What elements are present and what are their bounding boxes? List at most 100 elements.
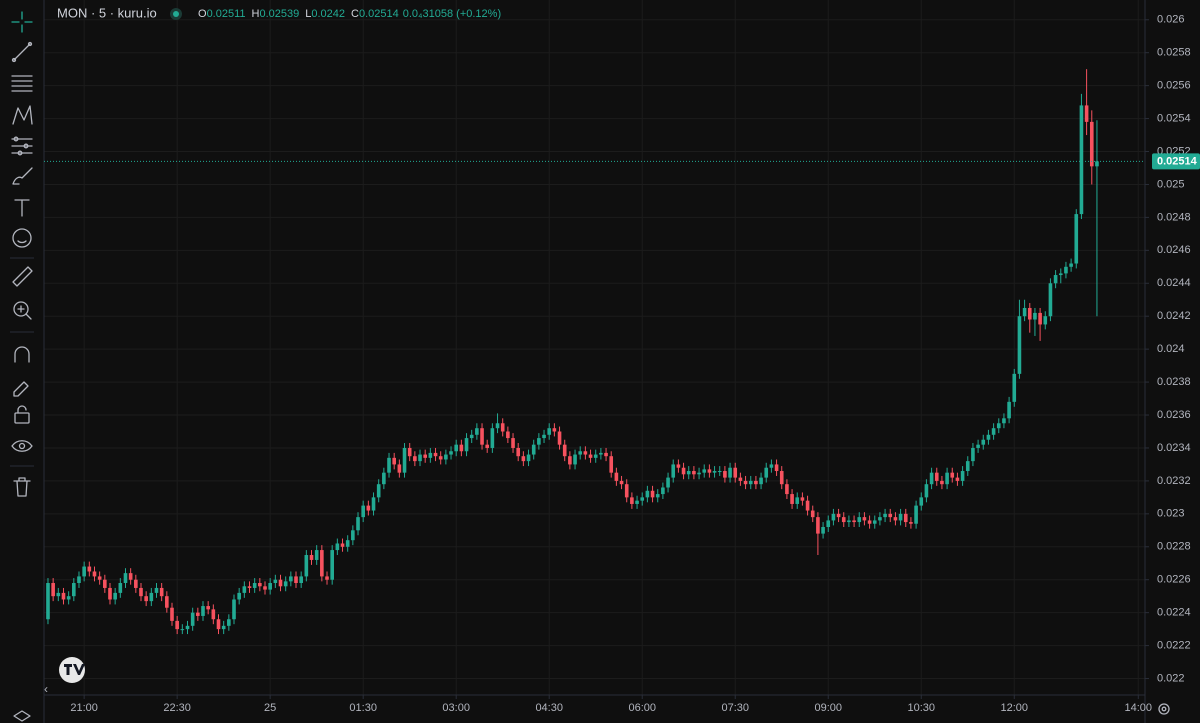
- candle-body: [1027, 307, 1032, 320]
- settings-button[interactable]: [1158, 703, 1170, 715]
- candle-body: [1058, 273, 1063, 276]
- candle-body: [1053, 275, 1058, 284]
- magnet-tool[interactable]: [14, 346, 30, 363]
- candle-body: [97, 576, 102, 580]
- candle-body: [325, 576, 329, 580]
- scroll-left[interactable]: ‹: [44, 682, 48, 696]
- fib-tool[interactable]: [11, 75, 33, 92]
- candle-body: [1043, 316, 1048, 325]
- toolbar-toggle[interactable]: [13, 710, 31, 722]
- candle-body: [531, 444, 536, 455]
- candle-body: [971, 447, 975, 462]
- candle-body: [190, 612, 195, 626]
- candle-body: [568, 456, 572, 465]
- lock-tool[interactable]: [14, 405, 30, 424]
- crosshair-tool[interactable]: [11, 11, 33, 33]
- candle-body: [521, 456, 526, 462]
- candle-body: [599, 452, 603, 455]
- candle-body: [397, 464, 402, 473]
- candle-body: [144, 596, 148, 602]
- candle-body: [170, 607, 174, 621]
- candle-body: [387, 457, 391, 473]
- candle-body: [51, 583, 55, 597]
- candle-body: [635, 500, 639, 504]
- candle-body: [759, 477, 763, 485]
- last-price-box: [1152, 153, 1200, 170]
- candle-body: [376, 484, 381, 498]
- brush-tool[interactable]: [12, 167, 33, 185]
- prediction-tool[interactable]: [11, 136, 33, 156]
- y-tick-label: 0.0228: [1157, 541, 1191, 553]
- candle-body: [56, 592, 61, 597]
- ohlc-value: 0.02514: [359, 8, 399, 20]
- candle-body: [733, 467, 738, 478]
- candle-body: [118, 583, 123, 593]
- candle-body: [335, 543, 340, 551]
- candle-body: [945, 472, 949, 485]
- market-status-dot: [173, 11, 179, 17]
- price-change: 0.0₄31058 (+0.12%): [403, 8, 501, 20]
- candle-body: [304, 555, 309, 577]
- pattern-tool[interactable]: [12, 105, 33, 125]
- zoom-tool[interactable]: [13, 301, 32, 320]
- candle-body: [72, 583, 76, 597]
- candle-body: [444, 454, 448, 460]
- candle-body: [475, 428, 479, 435]
- visibility-tool[interactable]: [11, 440, 33, 452]
- y-tick-label: 0.0256: [1157, 80, 1191, 92]
- candle-body: [681, 467, 686, 475]
- candle-body: [103, 579, 107, 588]
- legend-header: MON · 5 · kuru.io O0.02511 H0.02539 L0.024…: [57, 5, 501, 20]
- candle-body: [185, 625, 190, 630]
- y-tick-label: 0.025: [1157, 178, 1185, 190]
- candle-body: [707, 469, 712, 473]
- candle-body: [624, 484, 629, 498]
- ruler-tool[interactable]: [12, 266, 33, 287]
- y-tick-label: 0.026: [1157, 14, 1185, 26]
- emoji-tool[interactable]: [12, 228, 32, 248]
- candle-body: [428, 452, 433, 458]
- candle-body: [847, 520, 851, 523]
- candle-body: [516, 447, 521, 457]
- candles: [46, 69, 1099, 635]
- candle-body: [196, 612, 200, 616]
- candle-body: [1007, 401, 1011, 419]
- candle-body: [857, 517, 862, 523]
- text-tool[interactable]: [14, 199, 30, 217]
- candle-body: [593, 454, 598, 458]
- candle-body: [454, 444, 459, 452]
- candle-body: [108, 587, 112, 600]
- trendline-tool[interactable]: [11, 41, 33, 63]
- lock-drawing-tool[interactable]: [13, 381, 29, 397]
- candle-body: [573, 454, 577, 465]
- candle-body: [661, 487, 665, 495]
- candle-body: [382, 472, 386, 485]
- candle-body: [867, 520, 872, 524]
- candle-body: [903, 513, 908, 523]
- candle-body: [986, 434, 991, 440]
- candle-body: [981, 439, 986, 445]
- candle-body: [1064, 266, 1068, 274]
- candle-body: [247, 586, 252, 588]
- candle-body: [723, 471, 727, 478]
- candle-body: [826, 520, 831, 528]
- axes: 0.022 0.0222 0.0224 0.0226 0.0228 0.023 0.0232…: [44, 14, 1200, 714]
- candle-body: [371, 497, 376, 511]
- candle-body: [464, 438, 469, 452]
- candle-body: [289, 576, 293, 582]
- delete-tool[interactable]: [13, 477, 31, 497]
- candle-body: [630, 497, 634, 504]
- candle-body: [614, 472, 619, 481]
- candle-body: [128, 573, 133, 580]
- candle-body: [506, 431, 510, 439]
- candle-body: [273, 579, 278, 584]
- candle-body: [909, 522, 913, 524]
- candle-body: [206, 606, 210, 610]
- candle-body: [795, 497, 800, 504]
- x-tick-label: 12:00: [1001, 702, 1029, 714]
- candle-body: [201, 606, 205, 616]
- candle-body: [366, 505, 371, 511]
- candle-body: [227, 619, 231, 626]
- candle-body: [976, 444, 980, 448]
